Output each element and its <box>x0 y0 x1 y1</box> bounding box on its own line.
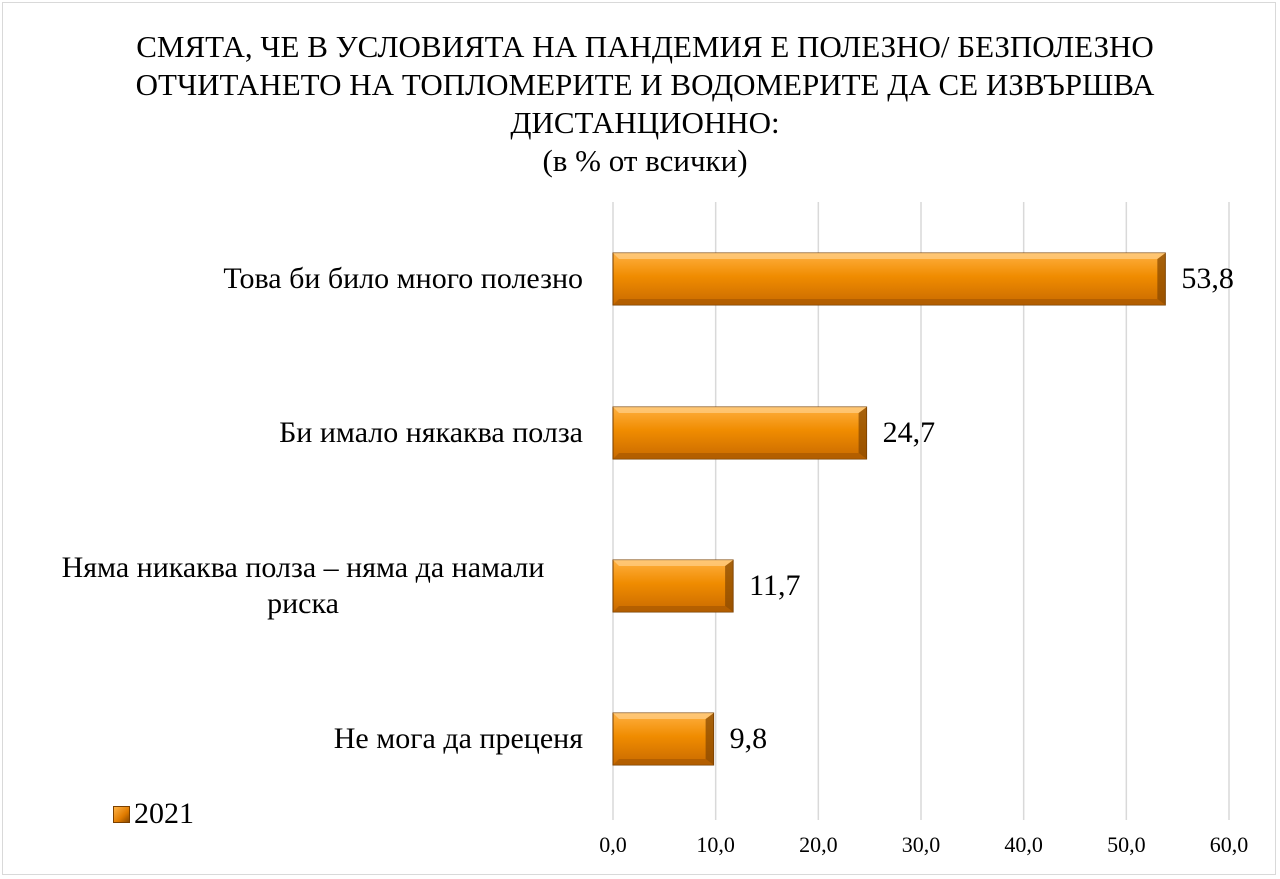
chart-subtitle: (в % от всички) <box>542 143 748 178</box>
category-label: Не мога да преценя <box>333 722 583 755</box>
bar-value-label: 11,7 <box>749 569 801 602</box>
bar-value-label: 53,8 <box>1181 262 1234 295</box>
bar <box>612 559 734 613</box>
bar-value-label: 9,8 <box>729 722 768 755</box>
x-tick-label: 20,0 <box>799 832 838 857</box>
x-tick-label: 10,0 <box>696 832 735 857</box>
category-label: Няма никаква полза – няма да намали риск… <box>61 551 545 620</box>
x-tick-label: 30,0 <box>901 832 941 857</box>
bar-value-label: 24,7 <box>882 416 936 449</box>
bar <box>612 252 1166 306</box>
bar <box>612 406 868 460</box>
legend-swatch <box>113 805 130 823</box>
legend: 2021 <box>113 796 194 832</box>
x-tick-label: 50,0 <box>1107 832 1146 857</box>
chart-title-text: СМЯТА, ЧЕ В УСЛОВИЯТА НА ПАНДЕМИЯ Е ПОЛЕ… <box>135 29 1155 140</box>
x-tick-label: 0,0 <box>599 832 627 857</box>
chart-title: СМЯТА, ЧЕ В УСЛОВИЯТА НА ПАНДЕМИЯ Е ПОЛЕ… <box>100 28 1190 180</box>
x-tick-label: 40,0 <box>1004 832 1043 857</box>
legend-label: 2021 <box>134 797 194 830</box>
x-tick-label: 60,0 <box>1209 832 1249 857</box>
category-label: Би имало някаква полза <box>279 416 583 449</box>
category-label: Това би било много полезно <box>223 262 583 295</box>
bar <box>612 712 715 766</box>
